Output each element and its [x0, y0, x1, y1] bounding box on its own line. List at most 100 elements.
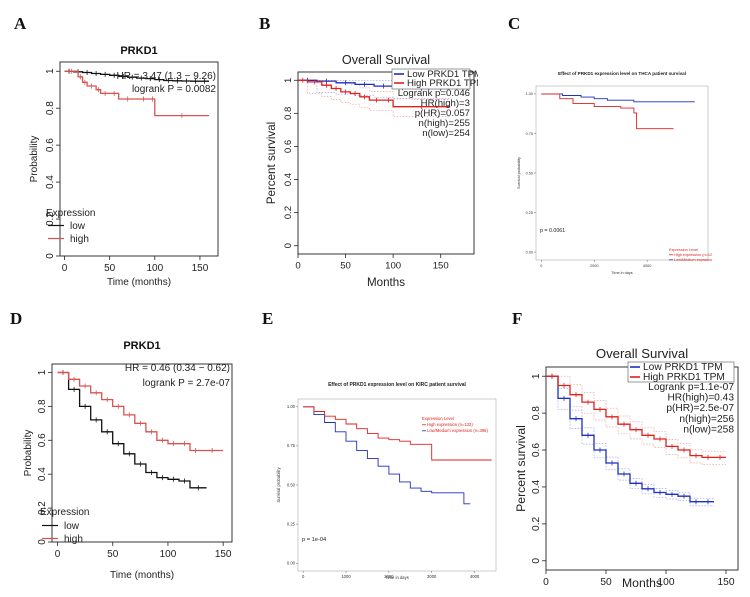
x-tick-label: 50: [340, 261, 351, 272]
y-tick-label: 0.25: [526, 211, 533, 215]
p-value: p = 0.0061: [540, 228, 565, 234]
x-axis-label: Months: [622, 576, 662, 590]
y-tick-label: 0.50: [526, 171, 533, 175]
x-tick-label: 50: [600, 577, 612, 588]
y-tick-label: 0.8: [37, 399, 48, 413]
x-tick-label: 2000: [590, 264, 598, 268]
stat-line: HR(high)=3: [421, 98, 470, 109]
chart-title: Overall Survival: [596, 346, 688, 361]
survival-curve-high-expression: [541, 93, 674, 130]
legend-box: [627, 361, 735, 383]
stat-line: p(HR)=0.057: [415, 108, 470, 119]
stat-line: n(high)=255: [419, 118, 470, 129]
x-tick-label: 2000: [384, 574, 394, 579]
y-tick-label: 1: [283, 78, 294, 83]
stat-line: Logrank p=0.046: [398, 88, 470, 99]
confidence-band-lower: [546, 375, 714, 507]
x-tick-label: 100: [160, 549, 177, 560]
y-tick-label: 0: [283, 243, 294, 248]
survival-curve-high-expression: [303, 406, 492, 461]
chart-title: Effect of PRKD1 expression level on THCA…: [558, 71, 686, 76]
chart-d: PRKD1 0 0.2 0.4 0.6 0.8 1 0 50 100 150 Time (months…: [23, 340, 233, 581]
x-tick-label: 4000: [643, 264, 651, 268]
y-tick-label: 0.75: [287, 443, 296, 448]
legend-label-high: high: [70, 234, 89, 245]
chart-c: Effect of PRKD1 expression level on THCA…: [517, 71, 712, 275]
panel-letter-f: F: [512, 309, 523, 328]
legend-title: Expression Level: [669, 248, 698, 252]
legend-label-high: high: [64, 534, 83, 545]
x-tick-label: 1000: [341, 574, 351, 579]
y-axis-label: Survival probability: [276, 467, 281, 503]
legend-label: Low/Medium expression (n=398): [427, 428, 488, 433]
stat-line: n(low)=254: [422, 128, 470, 139]
chart-e: Effect of PRKD1 expression level on KIRC…: [276, 382, 497, 580]
y-tick-label: 0.8: [45, 101, 56, 115]
legend-label-low: low: [64, 521, 80, 532]
legend-title: Expression Level: [422, 416, 454, 421]
stat-line: p(HR)=2.5e-07: [666, 403, 734, 414]
y-tick-label: 0.2: [37, 501, 48, 515]
x-tick-label: 0: [295, 261, 300, 272]
survival-curve-low-medium-expression: [541, 93, 695, 103]
stat-annotation: HR = 3.47 (1.3 − 9.26): [116, 71, 216, 82]
legend-box: [391, 68, 471, 90]
y-axis-label: Percent survival: [265, 122, 278, 204]
y-axis-label: Survival probability: [517, 157, 521, 189]
x-axis-label: Time in days: [611, 271, 632, 275]
x-tick-label: 0: [302, 574, 305, 579]
chart-title: PRKD1: [123, 340, 160, 352]
legend-label: Low PRKD1 TPM: [407, 69, 478, 80]
x-tick-label: 3000: [427, 574, 437, 579]
y-tick-label: 0.4: [37, 467, 48, 481]
stat-line: n(low)=258: [683, 424, 734, 435]
x-tick-label: 0: [540, 264, 542, 268]
x-tick-label: 0: [55, 549, 61, 560]
chart-b: Overall Survival 0 0.2 0.4 0.6 0.8 1 0 50 100 150 M…: [265, 53, 478, 289]
legend-label: High PRKD1 TPM: [643, 372, 725, 383]
x-axis-label: Time (months): [107, 277, 171, 288]
survival-curve-low-prkd1-tpm: [546, 375, 714, 503]
x-axis-label: Months: [367, 276, 405, 289]
confidence-band-upper: [546, 375, 714, 499]
y-tick-label: 0.00: [526, 250, 533, 254]
legend-label: Low PRKD1 TPM: [643, 362, 723, 373]
chart-f: Overall Survival 0 0.2 0.4 0.6 0.8 1 0 50 100 150 M…: [514, 346, 739, 590]
x-tick-label: 50: [104, 263, 116, 274]
y-axis-label: Probability: [29, 136, 40, 183]
legend-title: Expression: [46, 208, 95, 219]
y-tick-label: 1: [531, 373, 542, 379]
p-value: p = 1e-04: [302, 537, 326, 543]
legend-title: Expression: [40, 507, 89, 518]
stat-line: n(high)=256: [679, 414, 734, 425]
y-tick-label: 0.8: [283, 107, 294, 120]
plot-frame: [59, 61, 219, 257]
y-tick-label: 1: [37, 369, 48, 375]
y-tick-label: 1.00: [287, 404, 296, 409]
plot-frame: [297, 71, 475, 255]
survival-curve-low: [57, 371, 207, 489]
y-tick-label: 0: [531, 558, 542, 564]
x-tick-label: 4000: [470, 574, 480, 579]
y-tick-label: 0.4: [45, 175, 56, 189]
y-tick-label: 1: [45, 68, 56, 74]
y-tick-label: 0.4: [283, 172, 294, 186]
chart-a: PRKD1 0 0.2 0.4 0.6 0.8 1 0 50 100 150 Time (months…: [29, 45, 219, 288]
panel-letter-a: A: [14, 14, 27, 33]
y-tick-label: 0.2: [531, 516, 542, 530]
y-axis-label: Probability: [23, 430, 34, 477]
y-tick-label: 0.00: [287, 560, 296, 565]
x-tick-label: 0: [62, 263, 68, 274]
chart-title: Overall Survival: [342, 53, 430, 67]
y-tick-label: 0.50: [287, 482, 296, 487]
y-tick-label: 0.6: [283, 140, 294, 153]
y-tick-label: 1.00: [526, 92, 533, 96]
y-tick-label: 0.75: [526, 132, 533, 136]
legend-label-low: low: [70, 221, 86, 232]
x-tick-label: 0: [543, 577, 549, 588]
survival-curve-high-prkd1-tpm: [546, 375, 726, 459]
stat-annotation: logrank P = 2.7e-07: [143, 378, 231, 389]
plot-frame: [51, 363, 233, 543]
y-tick-label: 0.4: [531, 480, 542, 494]
y-tick-label: 0.6: [37, 433, 48, 447]
